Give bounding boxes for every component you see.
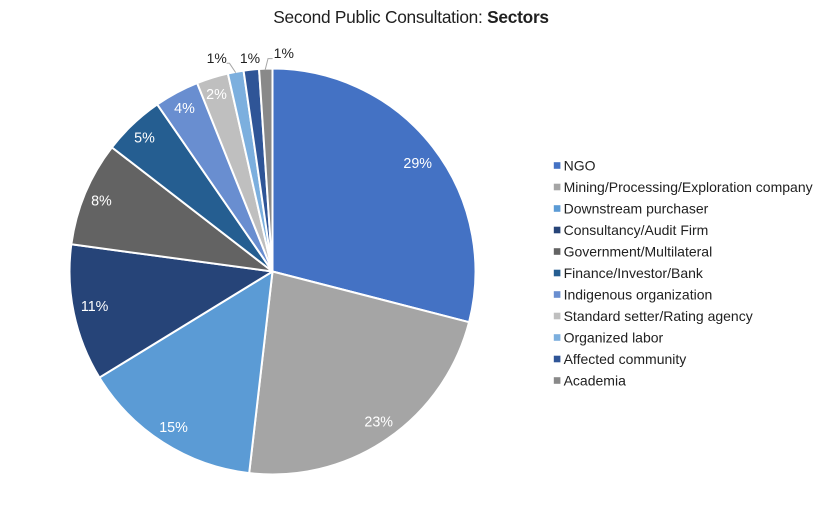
svg-text:5%: 5% <box>134 131 155 147</box>
svg-text:23%: 23% <box>364 415 393 431</box>
svg-text:Finance/Investor/Bank: Finance/Investor/Bank <box>564 265 704 281</box>
svg-text:NGO: NGO <box>564 158 596 174</box>
svg-text:Mining/Processing/Exploration: Mining/Processing/Exploration company <box>564 179 813 195</box>
svg-text:Affected community: Affected community <box>564 351 687 367</box>
svg-text:Consultancy/Audit Firm: Consultancy/Audit Firm <box>564 222 709 238</box>
svg-text:8%: 8% <box>91 194 112 210</box>
svg-text:11%: 11% <box>81 299 109 315</box>
svg-text:1%: 1% <box>240 50 260 66</box>
svg-text:4%: 4% <box>174 101 195 117</box>
svg-text:1%: 1% <box>274 45 294 61</box>
svg-text:Academia: Academia <box>564 373 626 389</box>
svg-text:15%: 15% <box>159 420 188 436</box>
svg-text:29%: 29% <box>403 156 432 172</box>
svg-text:Downstream purchaser: Downstream purchaser <box>564 201 709 217</box>
svg-text:Standard setter/Rating agency: Standard setter/Rating agency <box>564 308 753 324</box>
svg-text:Government/Multilateral: Government/Multilateral <box>564 244 713 260</box>
svg-text:Organized labor: Organized labor <box>564 330 664 346</box>
svg-text:Indigenous organization: Indigenous organization <box>564 287 713 303</box>
svg-text:2%: 2% <box>206 87 227 103</box>
svg-text:1%: 1% <box>207 50 227 66</box>
svg-text:Second Public Consultation: Se: Second Public Consultation: Sectors <box>273 7 549 27</box>
